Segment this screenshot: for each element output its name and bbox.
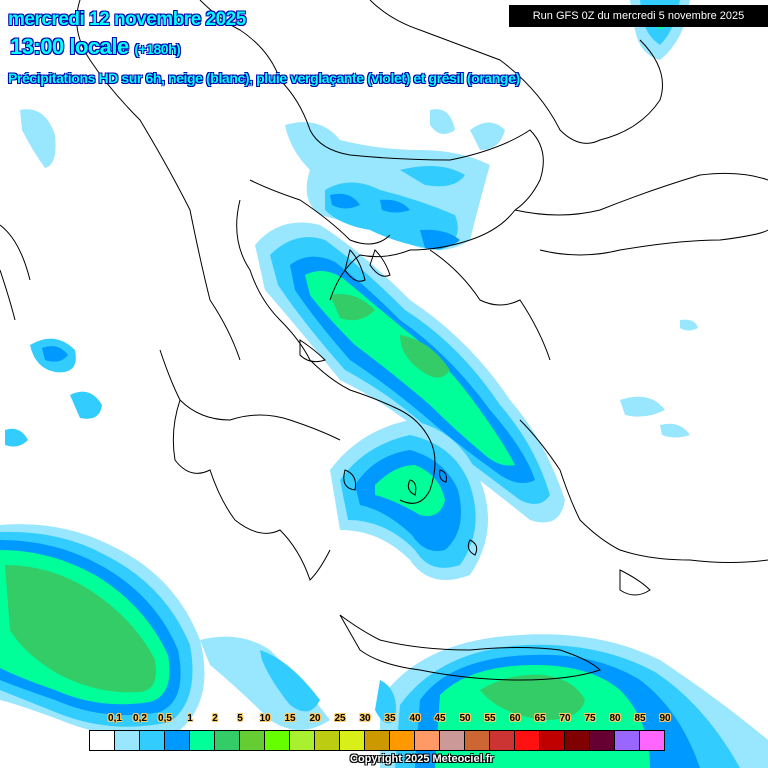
legend-label: 15 — [284, 713, 296, 724]
legend-swatch — [515, 731, 540, 750]
forecast-time-local: 13:00 locale — [10, 34, 129, 59]
legend-label: 70 — [559, 713, 571, 724]
legend-label: 25 — [334, 713, 346, 724]
legend-swatch — [615, 731, 640, 750]
legend-label: 0,2 — [133, 713, 147, 724]
legend-label: 35 — [384, 713, 396, 724]
legend-swatch — [240, 731, 265, 750]
legend-label: 2 — [212, 713, 218, 724]
legend-label: 0,1 — [108, 713, 122, 724]
forecast-time: 13:00 locale (+180h) — [10, 34, 181, 60]
map-subtitle: Précipitations HD sur 6h, neige (blanc),… — [8, 70, 520, 86]
copyright: Copyright 2025 Meteociel.fr — [350, 753, 494, 765]
legend-label: 90 — [659, 713, 671, 724]
legend-label: 1 — [187, 713, 193, 724]
legend-label: 50 — [459, 713, 471, 724]
color-scale-legend — [89, 730, 665, 751]
legend-label: 40 — [409, 713, 421, 724]
forecast-lead-time: (+180h) — [134, 41, 181, 57]
legend-label: 80 — [609, 713, 621, 724]
legend-swatch — [415, 731, 440, 750]
legend-swatch — [365, 731, 390, 750]
legend-swatch — [215, 731, 240, 750]
legend-swatch — [265, 731, 290, 750]
legend-label: 85 — [634, 713, 646, 724]
legend-swatch — [115, 731, 140, 750]
legend-label: 65 — [534, 713, 546, 724]
legend-label: 30 — [359, 713, 371, 724]
legend-label: 10 — [259, 713, 271, 724]
legend-label: 45 — [434, 713, 446, 724]
legend-swatch — [440, 731, 465, 750]
legend-swatch — [540, 731, 565, 750]
legend-swatch — [140, 731, 165, 750]
legend-label: 0,5 — [158, 713, 172, 724]
legend-label: 75 — [584, 713, 596, 724]
legend-swatch — [465, 731, 490, 750]
borders-and-coastlines — [0, 0, 768, 681]
legend-swatch — [165, 731, 190, 750]
legend-swatch — [190, 731, 215, 750]
legend-swatch — [340, 731, 365, 750]
legend-swatch — [315, 731, 340, 750]
legend-swatch — [90, 731, 115, 750]
legend-label: 20 — [309, 713, 321, 724]
legend-label: 5 — [237, 713, 243, 724]
model-run-label: Run GFS 0Z du mercredi 5 novembre 2025 — [509, 5, 768, 27]
legend-label: 55 — [484, 713, 496, 724]
legend-label: 60 — [509, 713, 521, 724]
precip-area-5mm — [5, 565, 156, 693]
legend-swatch — [640, 731, 664, 750]
legend-swatch — [490, 731, 515, 750]
legend-swatch — [290, 731, 315, 750]
forecast-date: mercredi 12 novembre 2025 — [8, 9, 246, 30]
legend-swatch — [590, 731, 615, 750]
legend-swatch — [565, 731, 590, 750]
legend-swatch — [390, 731, 415, 750]
